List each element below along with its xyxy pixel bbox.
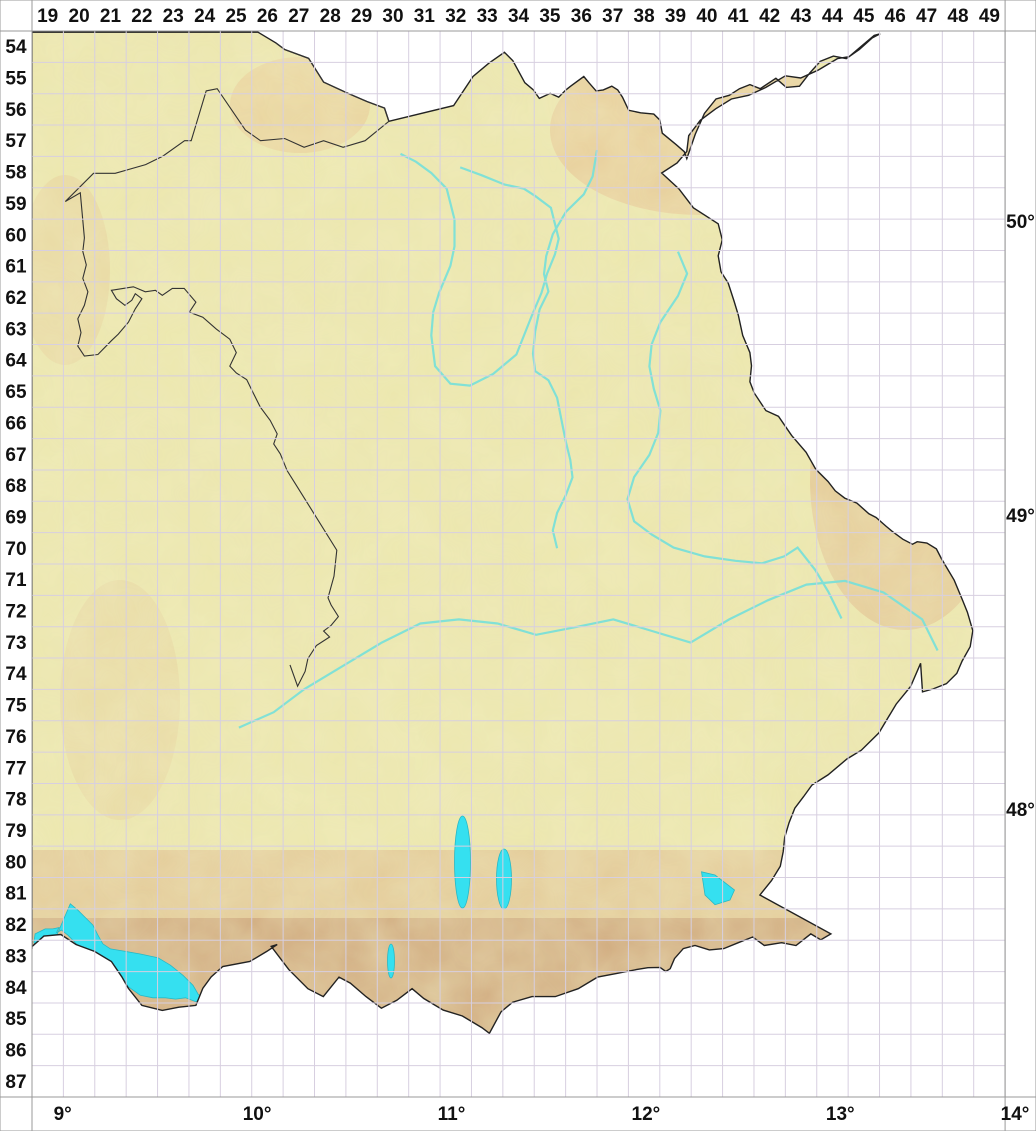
svg-text:56: 56: [5, 100, 26, 121]
svg-text:12°: 12°: [632, 1104, 661, 1125]
svg-text:9°: 9°: [54, 1104, 72, 1125]
svg-text:37: 37: [602, 6, 623, 27]
svg-text:32: 32: [445, 6, 466, 27]
svg-text:20: 20: [69, 6, 90, 27]
svg-text:76: 76: [5, 727, 26, 748]
svg-text:54: 54: [5, 37, 27, 58]
svg-text:59: 59: [5, 194, 26, 215]
svg-text:65: 65: [5, 382, 27, 403]
svg-text:40: 40: [696, 6, 717, 27]
svg-text:27: 27: [288, 6, 309, 27]
svg-text:28: 28: [320, 6, 341, 27]
svg-text:33: 33: [477, 6, 498, 27]
svg-text:69: 69: [5, 507, 26, 528]
svg-text:50°: 50°: [1006, 212, 1035, 233]
svg-text:44: 44: [822, 6, 844, 27]
svg-text:78: 78: [5, 790, 26, 811]
svg-text:29: 29: [351, 6, 372, 27]
svg-text:77: 77: [5, 758, 26, 779]
svg-text:25: 25: [225, 6, 247, 27]
svg-text:41: 41: [728, 6, 750, 27]
svg-text:87: 87: [5, 1072, 26, 1093]
svg-text:21: 21: [100, 6, 122, 27]
svg-text:63: 63: [5, 319, 26, 340]
svg-text:47: 47: [916, 6, 937, 27]
svg-text:85: 85: [5, 1009, 27, 1030]
svg-text:61: 61: [5, 257, 27, 278]
svg-text:75: 75: [5, 696, 27, 717]
svg-text:62: 62: [5, 288, 26, 309]
svg-text:82: 82: [5, 915, 26, 936]
svg-text:81: 81: [5, 884, 27, 905]
svg-text:60: 60: [5, 225, 26, 246]
svg-text:10°: 10°: [243, 1104, 272, 1125]
svg-text:72: 72: [5, 602, 26, 623]
svg-text:73: 73: [5, 633, 26, 654]
svg-text:19: 19: [37, 6, 58, 27]
svg-text:80: 80: [5, 852, 26, 873]
svg-text:48°: 48°: [1006, 800, 1035, 821]
svg-text:74: 74: [5, 664, 27, 685]
svg-text:58: 58: [5, 163, 26, 184]
svg-text:34: 34: [508, 6, 530, 27]
svg-text:45: 45: [853, 6, 875, 27]
svg-text:70: 70: [5, 539, 26, 560]
svg-text:24: 24: [194, 6, 216, 27]
svg-text:64: 64: [5, 351, 27, 372]
svg-text:42: 42: [759, 6, 780, 27]
svg-text:83: 83: [5, 946, 26, 967]
svg-text:36: 36: [571, 6, 592, 27]
svg-text:48: 48: [947, 6, 968, 27]
svg-text:26: 26: [257, 6, 278, 27]
svg-text:84: 84: [5, 978, 27, 999]
svg-text:38: 38: [634, 6, 655, 27]
svg-text:68: 68: [5, 476, 26, 497]
svg-text:13°: 13°: [826, 1104, 855, 1125]
svg-text:71: 71: [5, 570, 27, 591]
svg-text:67: 67: [5, 445, 26, 466]
svg-text:11°: 11°: [438, 1104, 466, 1125]
svg-text:57: 57: [5, 131, 26, 152]
svg-text:30: 30: [382, 6, 403, 27]
svg-text:39: 39: [665, 6, 686, 27]
svg-text:23: 23: [163, 6, 184, 27]
svg-text:31: 31: [414, 6, 436, 27]
svg-text:49: 49: [979, 6, 1000, 27]
svg-text:79: 79: [5, 821, 26, 842]
svg-text:49°: 49°: [1006, 506, 1035, 527]
svg-text:55: 55: [5, 69, 27, 90]
svg-text:14°: 14°: [1001, 1104, 1030, 1125]
svg-text:35: 35: [539, 6, 561, 27]
svg-text:86: 86: [5, 1040, 26, 1061]
svg-text:46: 46: [885, 6, 906, 27]
svg-text:22: 22: [131, 6, 152, 27]
svg-text:43: 43: [790, 6, 811, 27]
svg-text:66: 66: [5, 413, 26, 434]
